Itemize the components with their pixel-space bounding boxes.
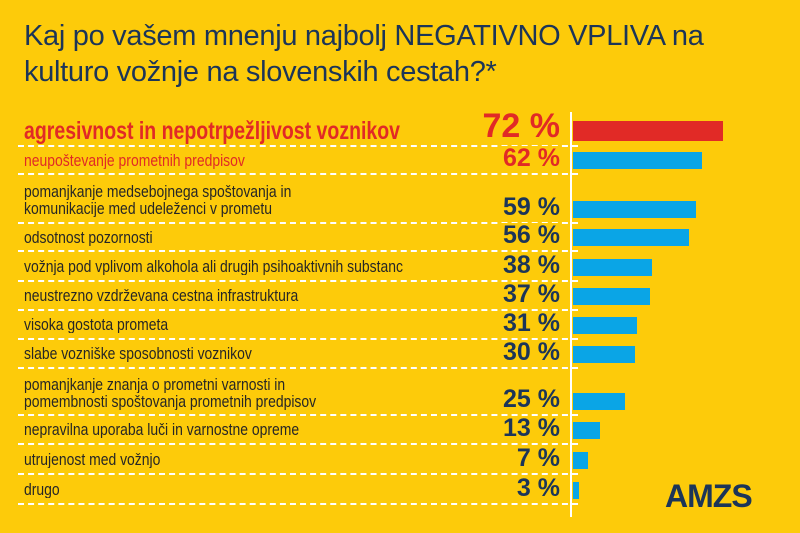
category-label: odsotnost pozornosti (24, 228, 153, 246)
bar (573, 482, 580, 499)
bar (573, 317, 638, 334)
bar (573, 452, 588, 469)
bar (573, 288, 650, 305)
value-label: 25 % (499, 387, 560, 412)
value-label: 59 % (499, 195, 560, 220)
row-divider (18, 250, 578, 252)
category-label: utrujenost med vožnjo (24, 450, 161, 468)
row-divider (18, 503, 578, 505)
row-divider (18, 443, 578, 445)
category-label: drugo (24, 480, 60, 498)
value-label: 13 % (499, 416, 560, 441)
category-label: slabe vozniške sposobnosti voznikov (24, 345, 252, 362)
chart-title: Kaj po vašem mnenju najbolj NEGATIVNO VP… (24, 20, 704, 88)
value-label: 62 % (499, 146, 560, 171)
value-label: 37 % (499, 282, 560, 307)
category-label: pomanjkanje medsebojnega spoštovanja in (24, 182, 292, 200)
value-label: 7 % (512, 446, 560, 471)
bar (573, 422, 601, 439)
category-label: nepravilna uporaba luči in varnostne opr… (24, 421, 300, 438)
category-label: agresivnost in nepotrpežljivost voznikov (24, 118, 400, 144)
value-label: 38 % (499, 253, 560, 278)
row-divider (18, 280, 578, 282)
row-divider (18, 309, 578, 311)
bar (573, 152, 702, 169)
amzs-logo: AMZS (665, 478, 753, 514)
row-divider (18, 173, 578, 175)
row-divider (18, 222, 578, 224)
category-label: komunikacije med udeleženci v prometu (24, 199, 272, 217)
category-label: neustrezno vzdrževana cestna infrastrukt… (24, 287, 299, 304)
value-label: 56 % (499, 223, 560, 248)
bar (573, 201, 696, 218)
value-label: 30 % (499, 340, 560, 365)
row-divider (18, 473, 578, 475)
row-divider (18, 367, 578, 369)
category-label: pomanjkanje znanja o prometni varnosti i… (24, 375, 286, 393)
value-label: 31 % (499, 311, 560, 336)
row-divider (18, 414, 578, 416)
bar (573, 259, 653, 276)
bar (573, 346, 636, 363)
bar (573, 229, 690, 246)
category-label: neupoštevanje prometnih predpisov (24, 151, 245, 169)
row-divider (18, 145, 578, 147)
axis-line (570, 112, 572, 517)
category-label: visoka gostota prometa (24, 316, 169, 333)
bar (573, 393, 625, 410)
row-divider (18, 338, 578, 340)
category-label: vožnja pod vplivom alkohola ali drugih p… (24, 257, 403, 275)
value-label: 72 % (478, 109, 560, 143)
category-label: pomembnosti spoštovanja prometnih predpi… (24, 392, 317, 410)
bar (573, 121, 723, 141)
value-label: 3 % (512, 476, 560, 501)
